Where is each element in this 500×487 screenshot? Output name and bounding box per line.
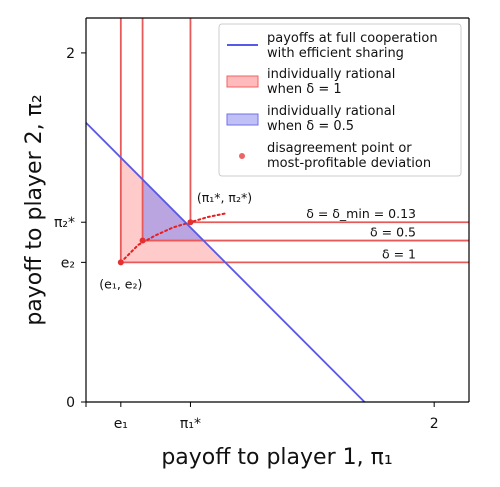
- legend-entry-red-1: individually rational: [267, 67, 395, 82]
- y-tick-label-3: 2: [66, 46, 75, 62]
- disagreement-point-2: [187, 219, 194, 226]
- x-tick-label-1: π₁*: [180, 416, 201, 432]
- legend-entry-point-1: disagreement point or: [267, 141, 412, 156]
- boundary-label-2: δ = 1: [382, 246, 416, 261]
- disagreement-point-1: [139, 237, 146, 244]
- boundary-label-0: δ = δ_min = 0.13: [306, 206, 416, 221]
- lines-layer: [85, 18, 469, 403]
- legend-entry-line-1: payoffs at full cooperation: [267, 31, 438, 46]
- legend-entry-blue-1: individually rational: [267, 104, 395, 119]
- disagreement-point-0: [117, 259, 124, 266]
- legend-entry-red-2: when δ = 1: [267, 82, 342, 97]
- y-tick-label-2: π₂*: [54, 215, 75, 231]
- y-axis-title: payoff to player 2, π₂: [22, 94, 47, 325]
- y-tick-label-1: e₂: [61, 255, 75, 271]
- legend-entry-blue-2: when δ = 0.5: [267, 119, 354, 134]
- annotation-1: (π₁*, π₂*): [197, 190, 252, 205]
- annotation-0: (e₁, e₂): [99, 276, 142, 291]
- legend: payoffs at full cooperation with efficie…: [218, 23, 462, 177]
- boundary-label-1: δ = 0.5: [370, 225, 416, 240]
- x-axis-title: payoff to player 1, π₁: [161, 445, 392, 470]
- x-tick-label-2: 2: [430, 416, 439, 432]
- legend-swatch-point: [239, 153, 245, 159]
- legend-box: [218, 23, 462, 177]
- points-layer: [117, 219, 194, 266]
- efficient-frontier-line: [85, 122, 366, 403]
- legend-entry-line-2: with efficient sharing: [267, 46, 404, 61]
- legend-swatch-blue-area: [226, 113, 259, 126]
- x-tick-label-0: e₁: [114, 416, 128, 432]
- legend-swatch-red-area: [226, 75, 259, 88]
- deviation-curve: [119, 212, 227, 264]
- y-tick-label-0: 0: [66, 395, 75, 411]
- labels-layer: δ = δ_min = 0.13 δ = 0.5 δ = 1 (e₁, e₂) (π₁*…: [99, 190, 416, 291]
- axes-layer: e₁ π₁* 2 0 e₂ π₂* 2: [54, 17, 470, 432]
- legend-entry-point-2: most-profitable deviation: [267, 156, 431, 171]
